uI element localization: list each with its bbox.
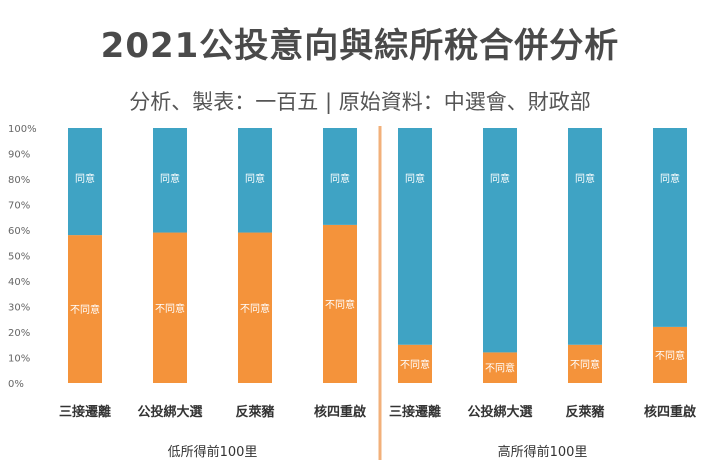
- y-tick-label: 80%: [8, 175, 30, 186]
- bar-segment-disagree: [153, 232, 187, 383]
- y-tick-label: 70%: [8, 201, 30, 212]
- category-label: 公投綁大選: [467, 404, 532, 420]
- bar-segment-label: 不同意: [70, 303, 100, 316]
- category-label: 核四重啟: [644, 404, 697, 420]
- y-tick-label: 90%: [8, 150, 30, 161]
- bar-segment-label: 同意: [490, 172, 510, 185]
- bar-segment-label: 同意: [405, 172, 425, 185]
- bar-segment-agree: [653, 128, 687, 327]
- bar-segment-label: 不同意: [400, 358, 430, 371]
- bar-segment-label: 同意: [660, 172, 680, 185]
- group-label: 低所得前100里: [168, 444, 258, 460]
- bar-segment-label: 不同意: [240, 302, 270, 315]
- bar-segment-agree: [483, 128, 517, 353]
- bar-segment-disagree: [483, 352, 517, 383]
- bar-segment-label: 同意: [245, 172, 265, 185]
- bar-segment-disagree: [238, 232, 272, 383]
- bar-segment-label: 同意: [75, 172, 95, 185]
- y-tick-label: 10%: [8, 354, 30, 365]
- category-label: 三接遷離: [59, 404, 111, 420]
- category-label: 反萊豬: [565, 404, 604, 420]
- category-label: 核四重啟: [314, 404, 367, 420]
- y-tick-label: 50%: [8, 252, 30, 263]
- chart-title: 2021公投意向與綜所稅合併分析: [100, 26, 620, 66]
- bar-segment-label: 同意: [330, 172, 350, 185]
- bar-segment-agree: [238, 128, 272, 233]
- bar-segment-agree: [323, 128, 357, 225]
- y-tick-label: 30%: [8, 303, 30, 314]
- bar-segment-disagree: [653, 326, 687, 383]
- bar-segment-agree: [68, 128, 102, 236]
- bar-segment-label: 不同意: [485, 362, 515, 375]
- group-label: 高所得前100里: [498, 444, 588, 460]
- chart-subtitle: 分析、製表：一百五 | 原始資料：中選會、財政部: [129, 90, 591, 114]
- bar-segment-disagree: [398, 344, 432, 383]
- bar-segment-label: 不同意: [570, 358, 600, 371]
- bar-segment-label: 不同意: [155, 302, 185, 315]
- bar-segment-label: 同意: [575, 172, 595, 185]
- bar-segment-disagree: [323, 224, 357, 383]
- y-tick-label: 40%: [8, 277, 30, 288]
- y-tick-label: 60%: [8, 226, 30, 237]
- bar-segment-agree: [153, 128, 187, 233]
- bar-segment-label: 同意: [160, 172, 180, 185]
- bar-segment-disagree: [568, 344, 602, 383]
- bar-segment-label: 不同意: [325, 298, 355, 311]
- category-label: 三接遷離: [389, 404, 441, 420]
- y-tick-label: 20%: [8, 328, 30, 339]
- y-tick-label: 0%: [8, 379, 24, 390]
- y-tick-label: 100%: [8, 124, 37, 135]
- bar-segment-agree: [398, 128, 432, 345]
- category-label: 公投綁大選: [137, 404, 202, 420]
- bar-segment-label: 不同意: [655, 349, 685, 362]
- bar-segment-disagree: [68, 235, 102, 383]
- bar-segment-agree: [568, 128, 602, 345]
- category-label: 反萊豬: [235, 404, 274, 420]
